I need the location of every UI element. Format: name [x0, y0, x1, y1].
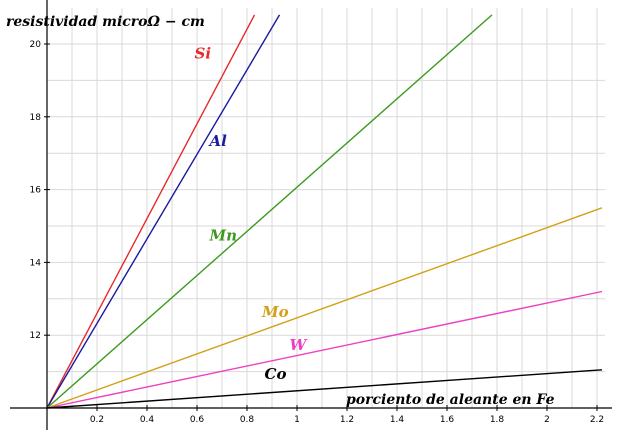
- grid: [47, 8, 605, 408]
- series-line-al: [46, 14, 281, 409]
- x-tick-label: 0.2: [90, 415, 104, 425]
- y-axis-title: resistividad microΩ − cm: [6, 14, 205, 30]
- x-tick-label: 0.4: [140, 415, 155, 425]
- series-line-mo: [46, 207, 603, 409]
- series-line-si: [46, 14, 256, 409]
- x-tick-label: 2.2: [590, 415, 604, 425]
- series-label-al: Al: [208, 132, 228, 150]
- series-line-mn: [46, 14, 493, 409]
- y-tick-label: 14: [30, 258, 42, 268]
- x-tick-label: 0.8: [240, 415, 255, 425]
- x-tick-label: 2: [544, 415, 550, 425]
- y-tick-label: 20: [30, 40, 42, 50]
- y-tick-label: 12: [30, 331, 41, 341]
- x-tick-label: 1: [294, 415, 300, 425]
- axes: 0.2 0.4 0.6 0.8 1 1.2 1.4 1.6 1.8 2 2.2 12 14 16 18 20: [10, 0, 612, 430]
- x-axis-title: porciento de aleante en Fe: [346, 392, 555, 408]
- y-tick-label: 18: [30, 113, 42, 123]
- x-tick-label: 1.2: [340, 415, 354, 425]
- series-label-mn: Mn: [209, 227, 238, 245]
- series-lines: [46, 14, 603, 409]
- series-line-w: [46, 290, 603, 409]
- series-label-mo: Mo: [261, 303, 289, 321]
- x-tick-label: 1.4: [390, 415, 405, 425]
- y-tick-label: 16: [30, 186, 42, 196]
- x-tick-label: 0.6: [190, 415, 205, 425]
- series-label-si: Si: [195, 45, 212, 63]
- series-line-co: [46, 369, 603, 409]
- x-tick-label: 1.6: [440, 415, 455, 425]
- series-label-co: Co: [265, 365, 287, 383]
- x-tick-label: 1.8: [490, 415, 505, 425]
- series-label-w: W: [290, 336, 309, 354]
